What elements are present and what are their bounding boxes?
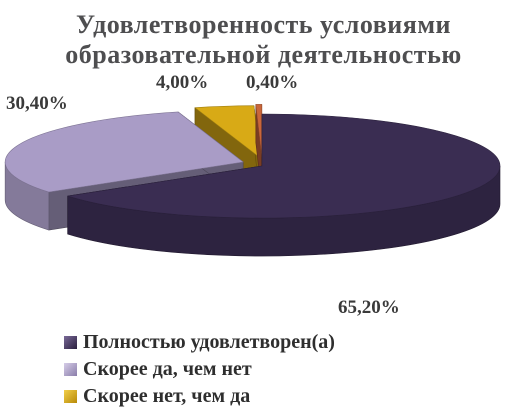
legend-label-skoree-da: Скорее да, чем нет <box>83 358 252 380</box>
slice-label-skoree-net: 4,00% <box>156 72 209 93</box>
slice-label-polnostyu: 65,20% <box>338 297 400 318</box>
slice-label-small: 0,40% <box>246 72 299 93</box>
legend-label-polnostyu: Полностью удовлетворен(а) <box>83 331 335 353</box>
legend-swatch-skoree-net <box>64 390 77 403</box>
chart-legend: Полностью удовлетворен(а) Скорее да, чем… <box>64 329 335 410</box>
slice-label-skoree-da: 30,40% <box>6 93 68 114</box>
legend-item-skoree-da: Скорее да, чем нет <box>64 356 335 383</box>
legend-label-skoree-net: Скорее нет, чем да <box>83 385 251 407</box>
chart-title-line-2: образовательной деятельностью <box>65 40 462 69</box>
slice-polnostyu <box>67 113 501 257</box>
legend-item-polnostyu: Полностью удовлетворен(а) <box>64 329 335 356</box>
legend-swatch-skoree-da <box>64 363 77 376</box>
legend-swatch-polnostyu <box>64 336 77 349</box>
chart-title-line-1: Удовлетворенность условиями <box>75 10 452 39</box>
legend-item-skoree-net: Скорее нет, чем да <box>64 383 335 410</box>
